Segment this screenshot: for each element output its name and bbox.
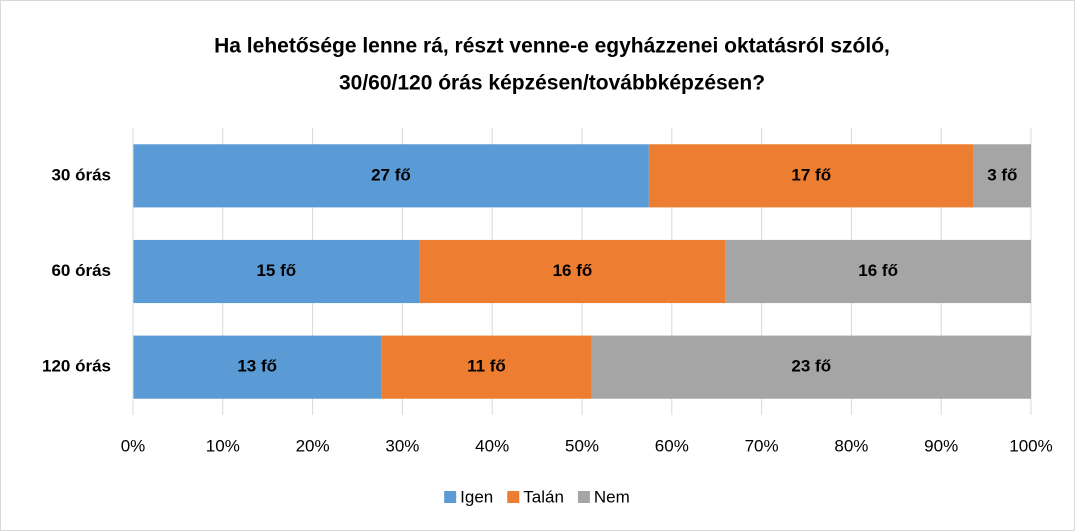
chart-title: 30/60/120 órás képzésen/továbbképzésen?	[339, 72, 765, 95]
chart-title: Ha lehetősége lenne rá, részt venne-e eg…	[214, 35, 890, 58]
data-label: 13 fő	[237, 357, 277, 376]
bar-segment	[133, 144, 649, 208]
data-label: 27 fő	[371, 165, 411, 184]
bar-segment	[648, 144, 974, 208]
data-label: 3 fő	[987, 165, 1017, 184]
bar-segment	[133, 239, 420, 304]
data-label: 16 fő	[858, 261, 898, 280]
x-tick-label: 50%	[565, 436, 599, 455]
bar-segment	[725, 239, 1031, 304]
x-tick-label: 40%	[475, 436, 509, 455]
bar-segment	[973, 144, 1031, 208]
data-label: 17 fő	[791, 165, 831, 184]
data-label: 11 fő	[467, 357, 506, 376]
x-tick-label: 80%	[834, 436, 868, 455]
legend-label: Nem	[594, 487, 630, 506]
x-tick-label: 90%	[924, 436, 958, 455]
legend-swatch	[444, 491, 457, 503]
x-tick-label: 30%	[385, 436, 419, 455]
data-label: 16 fő	[553, 261, 593, 280]
legend-swatch	[507, 491, 520, 503]
bar-segment	[133, 335, 382, 399]
legend-swatch	[577, 491, 590, 503]
bar-segment	[591, 335, 1031, 399]
y-tick-label: 60 órás	[51, 261, 111, 280]
x-tick-label: 20%	[296, 436, 330, 455]
bar-segment	[419, 239, 726, 304]
y-tick-label: 120 órás	[42, 357, 111, 376]
legend-label: Talán	[523, 487, 564, 506]
x-tick-label: 70%	[745, 436, 779, 455]
x-tick-label: 10%	[206, 436, 240, 455]
x-tick-label: 60%	[655, 436, 689, 455]
y-tick-label: 30 órás	[51, 165, 111, 184]
x-tick-label: 100%	[1009, 436, 1052, 455]
data-label: 23 fő	[791, 357, 831, 376]
bar-segment	[381, 335, 592, 399]
legend-label: Igen	[460, 487, 493, 506]
data-label: 15 fő	[256, 261, 296, 280]
x-tick-label: 0%	[121, 436, 146, 455]
